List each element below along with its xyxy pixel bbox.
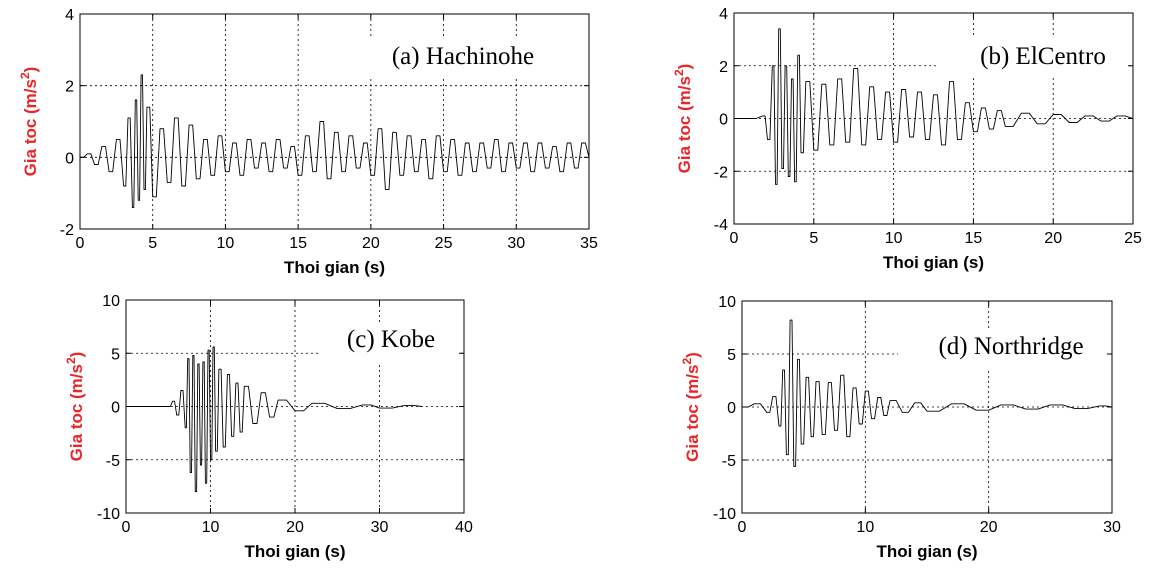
y-tick-label: 10: [718, 294, 736, 311]
title-background: [898, 328, 1110, 368]
x-tick-label: 30: [371, 519, 389, 536]
chart-title: (d) Northridge: [938, 333, 1083, 360]
y-axis-label: Gia toc (m/s2): [64, 352, 86, 462]
x-tick-label: 10: [856, 519, 874, 536]
x-tick-label: 25: [1124, 230, 1142, 247]
x-tick-label: 35: [580, 235, 598, 252]
y-tick-label: 2: [65, 79, 74, 96]
x-tick-label: 20: [1044, 230, 1062, 247]
x-tick-label: 0: [76, 235, 85, 252]
x-tick-label: 5: [148, 235, 157, 252]
x-tick-label: 0: [730, 230, 739, 247]
series-line: [742, 319, 1113, 467]
y-tick-label: -2: [60, 222, 74, 239]
x-tick-label: 15: [289, 235, 307, 252]
y-tick-label: -5: [722, 453, 736, 470]
y-axis-label: Gia toc (m/s2): [18, 67, 40, 177]
y-tick-label: -10: [97, 506, 120, 523]
x-axis-label: Thoi gian (s): [244, 542, 345, 561]
x-axis-label: Thoi gian (s): [883, 253, 984, 272]
y-tick-label: 4: [719, 6, 728, 23]
x-tick-label: 30: [1103, 519, 1121, 536]
x-tick-label: 25: [435, 235, 453, 252]
series-line: [80, 74, 590, 208]
y-tick-label: -10: [713, 506, 736, 523]
y-tick-label: 0: [719, 112, 728, 129]
y-tick-label: -5: [106, 453, 120, 470]
x-tick-label: 20: [286, 519, 304, 536]
x-tick-label: 15: [965, 230, 983, 247]
y-tick-label: 4: [65, 7, 74, 24]
x-tick-label: 40: [455, 519, 473, 536]
title-background: [936, 38, 1129, 78]
y-tick-label: -4: [714, 217, 728, 234]
y-tick-label: 0: [111, 400, 120, 417]
x-tick-label: 10: [217, 235, 235, 252]
x-tick-label: 10: [885, 230, 903, 247]
chart-title: (c) Kobe: [347, 326, 435, 353]
x-tick-label: 10: [202, 519, 220, 536]
chart-title: (a) Hachinohe: [392, 43, 534, 70]
series-line: [126, 346, 422, 493]
y-axis-label: Gia toc (m/s2): [680, 352, 702, 462]
x-tick-label: 20: [362, 235, 380, 252]
x-tick-label: 30: [507, 235, 525, 252]
y-tick-label: 2: [719, 59, 728, 76]
title-background: [350, 38, 576, 78]
title-background: [320, 322, 460, 362]
x-tick-label: 20: [980, 519, 998, 536]
x-axis-label: Thoi gian (s): [876, 542, 977, 561]
y-tick-label: 5: [111, 346, 120, 363]
x-axis-label: Thoi gian (s): [284, 258, 385, 277]
y-tick-label: 5: [727, 347, 736, 364]
plot-frame: [79, 13, 590, 230]
y-axis-label: Gia toc (m/s2): [672, 64, 694, 174]
series-line: [734, 28, 1134, 185]
y-tick-label: 10: [102, 293, 120, 310]
y-tick-label: -2: [714, 164, 728, 181]
x-tick-label: 0: [738, 519, 747, 536]
y-tick-label: 0: [727, 400, 736, 417]
chart-title: (b) ElCentro: [980, 43, 1106, 70]
x-tick-label: 5: [809, 230, 818, 247]
x-tick-label: 0: [122, 519, 131, 536]
y-tick-label: 0: [65, 150, 74, 167]
